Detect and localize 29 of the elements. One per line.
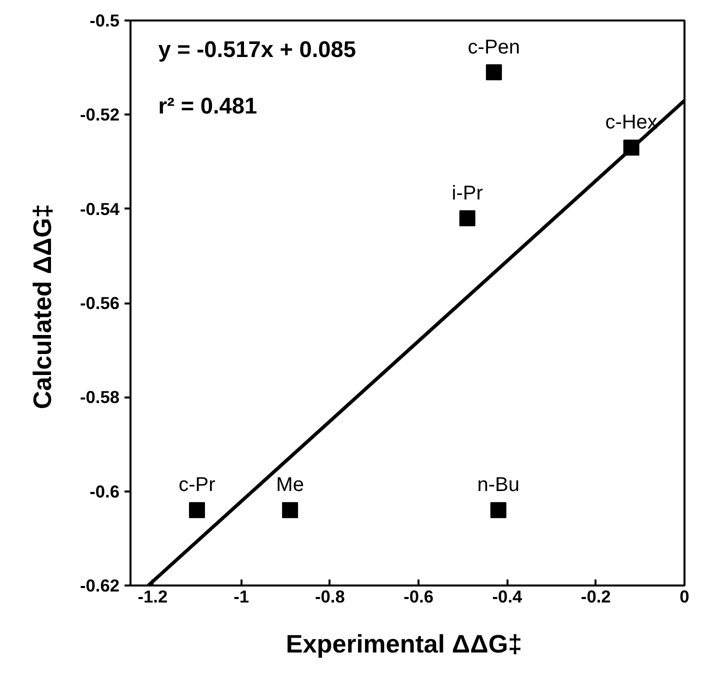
x-tick-label: 0 xyxy=(680,586,690,606)
y-tick-label: -0.52 xyxy=(80,104,120,125)
point xyxy=(490,502,506,518)
annotation: i-Pr xyxy=(452,182,484,204)
annotation: c-Pen xyxy=(468,36,520,58)
y-tick-label: -0.54 xyxy=(80,198,120,219)
y-tick-label: -0.58 xyxy=(80,387,120,408)
x-tick-label: -0.6 xyxy=(404,586,434,606)
y-tick-label: -0.56 xyxy=(80,293,120,313)
y-tick-label: -0.6 xyxy=(90,481,120,502)
point xyxy=(188,502,205,518)
annotation: n-Bu xyxy=(477,474,520,496)
annotation: c-Hex xyxy=(605,112,658,134)
x-tick-label: -1.2 xyxy=(138,586,168,606)
annotation: Me xyxy=(276,474,304,496)
y-tick-label: -0.62 xyxy=(80,576,120,596)
x-tick-label: -0.4 xyxy=(492,586,523,606)
point xyxy=(282,502,298,518)
x-tick-label: -0.2 xyxy=(580,586,611,606)
y-tick-label: -0.5 xyxy=(90,10,120,30)
point xyxy=(486,64,502,80)
annotation: c-Pr xyxy=(178,474,216,496)
x-tick-label: -1 xyxy=(234,586,250,606)
annotation: y = -0.517x + 0.085 xyxy=(158,36,356,62)
point xyxy=(459,210,476,226)
x-tick-label: -0.8 xyxy=(315,586,346,606)
x-axis-title: Experimental ΔΔG‡ xyxy=(286,630,522,658)
annotation: r² = 0.481 xyxy=(158,92,258,118)
y-axis-title: Calculated ΔΔG‡ xyxy=(29,204,58,410)
